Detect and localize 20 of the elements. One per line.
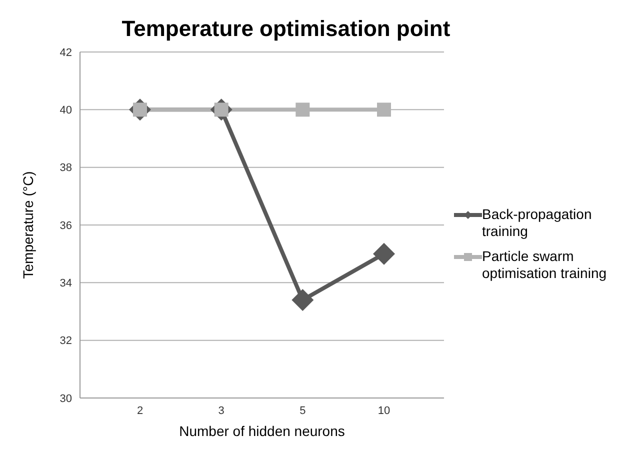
chart-title: Temperature optimisation point	[120, 15, 452, 43]
point	[373, 242, 395, 265]
point	[296, 102, 310, 117]
point	[292, 288, 314, 311]
x-tick-label: 10	[378, 404, 390, 417]
x-tick-label: 5	[300, 404, 306, 417]
legend-label: Back-propagation training	[482, 206, 593, 240]
y-tick-label: 42	[60, 46, 72, 59]
point	[377, 102, 391, 117]
y-tick-label: 40	[60, 104, 72, 117]
y-tick-label: 30	[60, 392, 72, 405]
x-tick-label: 2	[136, 404, 144, 417]
y-tick-label: 36	[60, 220, 72, 232]
x-tick-label: 3	[218, 404, 224, 417]
y-axis-title: Temperature (°C)	[20, 171, 36, 279]
legend-label: Particle swarm optimisation training	[482, 248, 608, 282]
y-tick-label: 34	[60, 278, 72, 290]
x-axis-title: Number of hidden neurons	[179, 423, 345, 439]
y-tick-label: 38	[60, 162, 72, 174]
y-tick-label: 32	[60, 335, 72, 348]
